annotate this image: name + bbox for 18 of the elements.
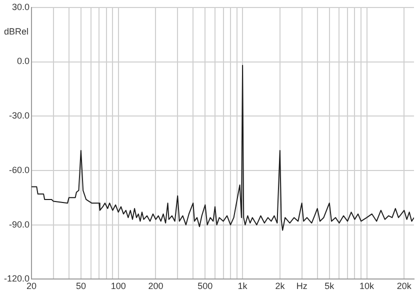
x-tick-label: 2k xyxy=(275,281,286,292)
y-tick-label: -30.0 xyxy=(9,110,30,121)
y-axis-title: dBRel xyxy=(4,26,29,36)
x-tick-label: 200 xyxy=(148,281,164,292)
y-tick-label: -120.0 xyxy=(4,274,30,284)
y-tick-label: 0.0 xyxy=(17,56,30,66)
x-tick-label: 100 xyxy=(110,281,126,292)
y-tick-label: -90.0 xyxy=(9,219,30,230)
y-tick-label: 30.0 xyxy=(12,2,30,12)
x-tick-label: 20k xyxy=(396,281,412,292)
x-tick-label: 1k xyxy=(238,281,248,292)
x-tick-label: 10k xyxy=(360,281,375,292)
y-tick-label: -60.0 xyxy=(9,164,30,175)
x-axis-title: Hz xyxy=(296,281,308,292)
x-tick-label: 50 xyxy=(76,281,86,292)
x-tick-label: 500 xyxy=(198,281,213,292)
x-tick-label: 20 xyxy=(26,281,37,292)
x-tick-label: 5k xyxy=(324,281,335,292)
